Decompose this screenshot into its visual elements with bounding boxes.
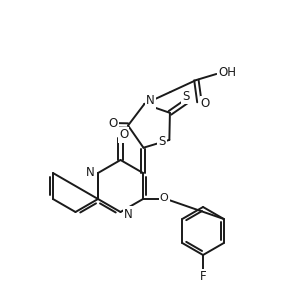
- Text: S: S: [183, 90, 190, 103]
- Text: O: O: [108, 117, 118, 130]
- Text: O: O: [201, 98, 210, 110]
- Text: F: F: [200, 271, 206, 284]
- Text: OH: OH: [218, 67, 236, 80]
- Text: S: S: [159, 135, 166, 148]
- Text: N: N: [124, 208, 133, 220]
- Text: N: N: [146, 94, 155, 107]
- Text: O: O: [160, 193, 169, 203]
- Text: N: N: [86, 166, 94, 178]
- Text: O: O: [119, 128, 128, 142]
